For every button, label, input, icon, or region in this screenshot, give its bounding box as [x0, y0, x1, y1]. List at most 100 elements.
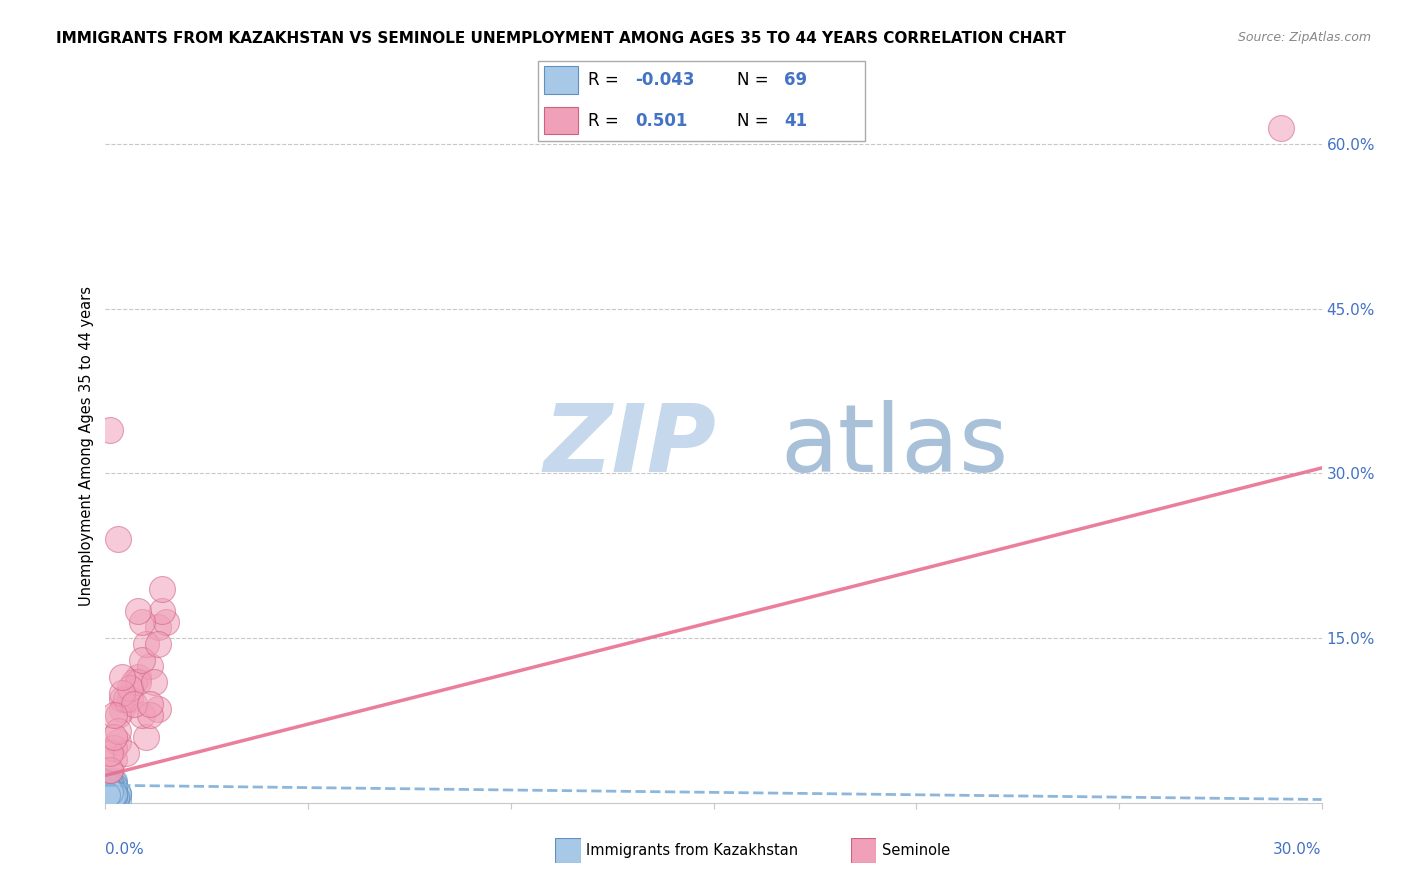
Point — [103, 782, 125, 797]
Point — [98, 776, 121, 790]
Point — [98, 787, 121, 801]
Point — [103, 788, 125, 802]
Point — [135, 637, 157, 651]
Point — [143, 675, 166, 690]
Point — [118, 691, 141, 706]
Point — [96, 776, 118, 790]
Point — [139, 658, 162, 673]
Point — [98, 780, 121, 794]
Point — [139, 708, 162, 723]
Text: Seminole: Seminole — [882, 844, 949, 858]
Point — [107, 724, 129, 739]
Point — [146, 620, 169, 634]
FancyBboxPatch shape — [544, 67, 578, 94]
Point — [96, 782, 118, 797]
Point — [103, 790, 125, 805]
Point — [111, 702, 134, 716]
Point — [103, 787, 125, 801]
Point — [98, 785, 121, 799]
Point — [98, 782, 121, 797]
Point — [131, 615, 153, 629]
Point — [98, 763, 121, 777]
Point — [96, 776, 118, 790]
Point — [107, 787, 129, 801]
Text: 0.501: 0.501 — [636, 112, 688, 129]
Text: R =: R = — [588, 71, 624, 89]
Text: -0.043: -0.043 — [636, 71, 695, 89]
Y-axis label: Unemployment Among Ages 35 to 44 years: Unemployment Among Ages 35 to 44 years — [79, 286, 94, 606]
Point — [98, 788, 121, 802]
Point — [98, 787, 121, 801]
Point — [104, 790, 127, 805]
Point — [107, 708, 129, 723]
Point — [1270, 120, 1292, 135]
Point — [98, 747, 121, 761]
Point — [103, 780, 125, 794]
Point — [146, 702, 169, 716]
Point — [100, 790, 122, 805]
FancyBboxPatch shape — [555, 838, 581, 863]
Point — [155, 615, 177, 629]
Point — [150, 604, 173, 618]
Point — [103, 776, 125, 790]
Point — [103, 730, 125, 744]
Point — [97, 782, 120, 797]
FancyBboxPatch shape — [537, 61, 865, 141]
Point — [96, 773, 118, 788]
Point — [104, 792, 127, 806]
FancyBboxPatch shape — [544, 107, 578, 134]
Text: IMMIGRANTS FROM KAZAKHSTAN VS SEMINOLE UNEMPLOYMENT AMONG AGES 35 TO 44 YEARS CO: IMMIGRANTS FROM KAZAKHSTAN VS SEMINOLE U… — [56, 31, 1066, 46]
Point — [98, 763, 121, 777]
Point — [96, 787, 118, 801]
Point — [103, 708, 125, 723]
Point — [111, 669, 134, 683]
Point — [103, 790, 125, 805]
Text: N =: N = — [737, 112, 773, 129]
Point — [104, 790, 127, 805]
Point — [100, 782, 122, 797]
Point — [98, 787, 121, 801]
Text: N =: N = — [737, 71, 773, 89]
Point — [100, 788, 122, 802]
Point — [98, 792, 121, 806]
Point — [111, 691, 134, 706]
Point — [96, 780, 118, 794]
Point — [100, 787, 122, 801]
Point — [100, 790, 122, 805]
Point — [103, 787, 125, 801]
Point — [100, 780, 122, 794]
Point — [100, 785, 122, 799]
Point — [98, 782, 121, 797]
Point — [98, 785, 121, 799]
Point — [98, 423, 121, 437]
Point — [122, 697, 145, 711]
Point — [107, 735, 129, 749]
Text: Source: ZipAtlas.com: Source: ZipAtlas.com — [1237, 31, 1371, 45]
Point — [114, 747, 136, 761]
Point — [100, 780, 122, 794]
Point — [150, 582, 173, 596]
Point — [103, 780, 125, 794]
Point — [100, 782, 122, 797]
Point — [135, 730, 157, 744]
Point — [96, 780, 118, 794]
Point — [100, 790, 122, 805]
Point — [98, 780, 121, 794]
Point — [103, 787, 125, 801]
Text: 30.0%: 30.0% — [1274, 842, 1322, 857]
Point — [103, 788, 125, 802]
Point — [98, 785, 121, 799]
Point — [107, 533, 129, 547]
Point — [100, 789, 122, 804]
Point — [127, 604, 149, 618]
Point — [100, 785, 122, 799]
Point — [127, 669, 149, 683]
Point — [96, 780, 118, 794]
Point — [96, 785, 118, 799]
Point — [96, 788, 118, 802]
Point — [98, 785, 121, 799]
Text: 41: 41 — [785, 112, 807, 129]
Point — [96, 790, 118, 805]
Text: R =: R = — [588, 112, 624, 129]
Point — [146, 637, 169, 651]
